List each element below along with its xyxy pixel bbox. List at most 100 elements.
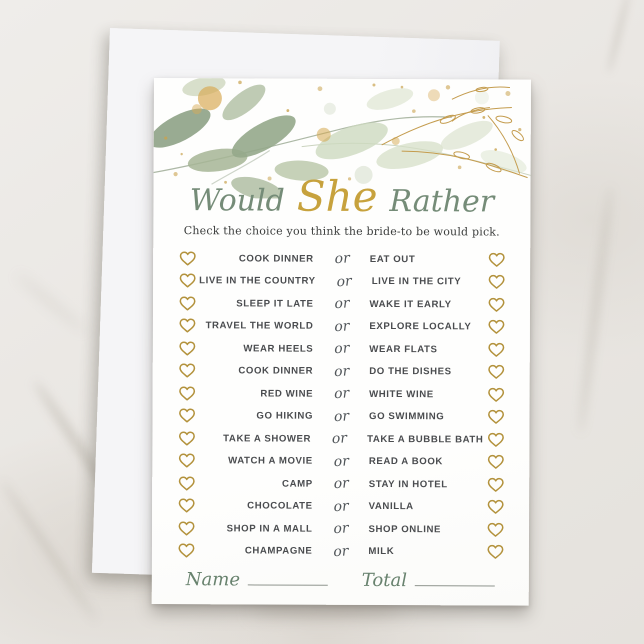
option-row: TRAVEL THE WORLD or EXPLORE LOCALLY bbox=[177, 315, 506, 339]
instructions-text: Check the choice you think the bride-to … bbox=[183, 224, 500, 239]
option-row: COOK DINNER or EAT OUT bbox=[177, 247, 506, 271]
card-title: Would She Rather bbox=[153, 171, 530, 221]
option-right: VANILLA bbox=[368, 501, 414, 513]
or-label: or bbox=[333, 295, 350, 313]
marble-vein bbox=[252, 602, 402, 618]
option-left: SLEEP IT LATE bbox=[236, 298, 314, 310]
option-right: WAKE IT EARLY bbox=[369, 298, 452, 311]
option-left: WEAR HEELS bbox=[243, 343, 314, 355]
heart-outline-icon bbox=[176, 431, 196, 446]
option-right: READ A BOOK bbox=[368, 456, 443, 468]
option-row: COOK DINNER or DO THE DISHES bbox=[177, 360, 506, 384]
or-label: or bbox=[333, 385, 350, 403]
heart-outline-icon bbox=[176, 453, 196, 468]
title-word-rather: Rather bbox=[389, 184, 495, 220]
card-footer: Name Total bbox=[152, 569, 529, 592]
heart-outline-icon bbox=[485, 455, 505, 470]
option-left: WATCH A MOVIE bbox=[228, 455, 313, 467]
option-right: EAT OUT bbox=[369, 253, 416, 265]
or-label: or bbox=[332, 475, 349, 493]
option-row: TAKE A SHOWER or TAKE A BUBBLE BATH bbox=[176, 427, 505, 451]
option-left: SHOP IN A MALL bbox=[226, 523, 313, 535]
or-label: or bbox=[333, 250, 350, 268]
option-left: COOK DINNER bbox=[238, 365, 314, 377]
option-row: WEAR HEELS or WEAR FLATS bbox=[177, 337, 506, 361]
heart-outline-icon bbox=[177, 386, 197, 401]
or-label: or bbox=[332, 543, 349, 561]
option-row: GO HIKING or GO SWIMMING bbox=[176, 405, 505, 429]
or-label: or bbox=[332, 408, 350, 426]
option-left: LIVE IN THE COUNTRY bbox=[199, 275, 316, 287]
or-label: or bbox=[332, 453, 349, 471]
heart-outline-icon bbox=[486, 252, 506, 267]
heart-outline-icon bbox=[176, 408, 196, 423]
option-right: TAKE A BUBBLE BATH bbox=[367, 433, 484, 446]
option-right: SHOP ONLINE bbox=[368, 523, 442, 536]
heart-outline-icon bbox=[486, 297, 506, 312]
game-card: Would She Rather Check the choice you th… bbox=[151, 78, 531, 606]
option-row: CHOCOLATE or VANILLA bbox=[176, 495, 505, 519]
heart-outline-icon bbox=[486, 365, 506, 380]
marble-vein bbox=[576, 185, 615, 435]
option-row: RED WINE or WHITE WINE bbox=[177, 382, 506, 406]
option-right: EXPLORE LOCALLY bbox=[369, 321, 472, 333]
heart-outline-icon bbox=[177, 341, 197, 356]
option-left: RED WINE bbox=[260, 388, 314, 400]
heart-outline-icon bbox=[485, 410, 505, 425]
option-row: CAMP or STAY IN HOTEL bbox=[176, 472, 505, 496]
total-label: Total bbox=[361, 569, 408, 592]
option-left: TAKE A SHOWER bbox=[223, 433, 312, 445]
option-left: COOK DINNER bbox=[238, 253, 314, 265]
option-left: CHAMPAGNE bbox=[244, 545, 313, 557]
option-right: WEAR FLATS bbox=[369, 343, 438, 355]
or-label: or bbox=[333, 340, 350, 358]
marble-vein bbox=[0, 478, 100, 624]
or-label: or bbox=[333, 363, 350, 381]
or-label: or bbox=[335, 273, 352, 291]
heart-outline-icon bbox=[485, 432, 505, 447]
or-label: or bbox=[332, 520, 349, 538]
option-left: CAMP bbox=[282, 478, 313, 490]
heart-outline-icon bbox=[486, 387, 506, 402]
option-row: LIVE IN THE COUNTRY or LIVE IN THE CITY bbox=[177, 270, 506, 294]
option-right: MILK bbox=[368, 546, 395, 558]
heart-outline-icon bbox=[176, 543, 196, 558]
heart-outline-icon bbox=[485, 500, 505, 515]
heart-outline-icon bbox=[177, 363, 197, 378]
option-row: WATCH A MOVIE or READ A BOOK bbox=[176, 450, 505, 474]
greenery-artwork bbox=[151, 78, 531, 200]
option-row: SHOP IN A MALL or SHOP ONLINE bbox=[176, 517, 505, 541]
name-label: Name bbox=[185, 569, 241, 591]
option-right: WHITE WINE bbox=[369, 388, 434, 400]
option-right: LIVE IN THE CITY bbox=[371, 276, 462, 288]
heart-outline-icon bbox=[176, 498, 196, 513]
heart-outline-icon bbox=[486, 320, 506, 335]
or-label: or bbox=[333, 318, 350, 336]
heart-outline-icon bbox=[177, 273, 197, 288]
title-word-she: She bbox=[296, 171, 378, 221]
heart-outline-icon bbox=[485, 545, 505, 560]
or-label: or bbox=[332, 498, 349, 516]
marble-vein bbox=[605, 0, 633, 74]
heart-outline-icon bbox=[485, 522, 505, 537]
title-word-would: Would bbox=[189, 183, 285, 219]
heart-outline-icon bbox=[177, 318, 197, 333]
marble-vein bbox=[14, 271, 88, 335]
option-row: SLEEP IT LATE or WAKE IT EARLY bbox=[177, 292, 506, 316]
option-right: STAY IN HOTEL bbox=[368, 478, 448, 491]
heart-outline-icon bbox=[176, 476, 196, 491]
option-left: CHOCOLATE bbox=[247, 500, 313, 512]
name-write-line bbox=[247, 583, 328, 586]
option-right: DO THE DISHES bbox=[369, 366, 452, 378]
option-left: TRAVEL THE WORLD bbox=[205, 320, 314, 332]
heart-outline-icon bbox=[486, 342, 506, 357]
option-right: GO SWIMMING bbox=[369, 411, 445, 423]
heart-outline-icon bbox=[177, 296, 197, 311]
option-row: CHAMPAGNE or MILK bbox=[176, 540, 505, 564]
options-list: COOK DINNER or EAT OUT LIVE IN THE COUNT… bbox=[152, 247, 530, 564]
heart-outline-icon bbox=[177, 251, 197, 266]
total-write-line bbox=[414, 584, 495, 587]
heart-outline-icon bbox=[485, 477, 505, 492]
heart-outline-icon bbox=[486, 275, 506, 290]
heart-outline-icon bbox=[176, 521, 196, 536]
